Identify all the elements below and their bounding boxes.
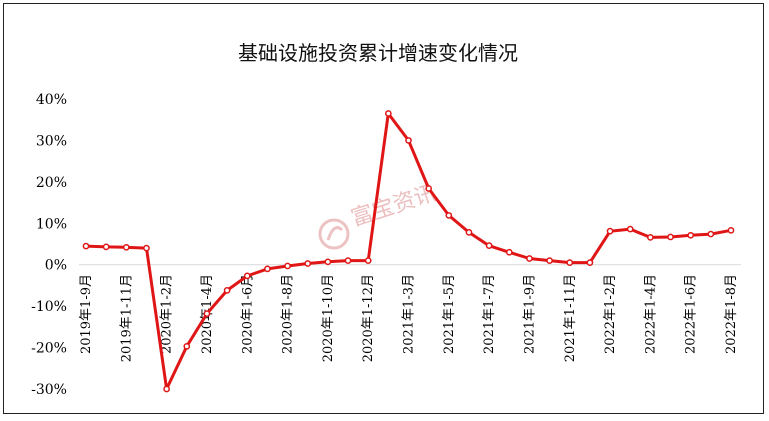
x-axis: 2019年1-9月2019年1-11月2020年1-2月2020年1-4月202…	[79, 274, 739, 362]
data-point	[203, 310, 211, 317]
x-tick-label: 2021年1-11月	[563, 274, 578, 362]
chart-title: 基础设施投资累计增速变化情况	[238, 41, 518, 65]
watermark-logo-icon	[318, 218, 350, 250]
data-point	[82, 242, 90, 250]
data-point	[243, 272, 251, 280]
x-tick-label: 2022年1-2月	[603, 274, 618, 354]
watermark-logo-mark	[326, 226, 344, 241]
data-point	[687, 231, 695, 239]
watermark: 富宝资讯	[318, 181, 440, 250]
data-point	[485, 242, 493, 250]
y-tick-label: -20%	[31, 341, 67, 357]
data-point	[384, 110, 392, 117]
y-axis: -30% -20% -10% 0% 10% 20% 30% 40%	[31, 92, 67, 398]
x-tick-label: 2022年1-4月	[643, 274, 658, 354]
data-point	[163, 385, 170, 393]
data-point	[223, 287, 231, 294]
data-point	[566, 259, 574, 266]
data-point	[707, 230, 715, 238]
data-point	[647, 234, 654, 241]
data-point	[667, 233, 674, 241]
x-tick-label: 2021年1-7月	[482, 274, 497, 354]
y-tick-label: 20%	[36, 175, 67, 191]
data-point	[143, 244, 150, 252]
data-point	[364, 257, 372, 264]
data-point	[344, 257, 352, 264]
y-tick-label: -30%	[31, 382, 67, 398]
data-point	[546, 257, 553, 264]
data-point	[445, 212, 453, 219]
series-markers	[82, 110, 735, 393]
x-tick-label: 2020年1-6月	[240, 274, 255, 354]
data-point	[264, 265, 271, 273]
x-tick-label: 2019年1-9月	[79, 274, 94, 354]
data-point	[526, 255, 533, 262]
y-tick-label: 40%	[36, 92, 67, 108]
y-tick-label: 30%	[36, 133, 67, 149]
data-point	[425, 185, 433, 192]
data-point	[465, 229, 473, 236]
x-tick-label: 2021年1-9月	[522, 274, 537, 354]
line-chart: 基础设施投资累计增速变化情况 富宝资讯 -30% -20% -10% 0% 10% 20%…	[31, 41, 741, 398]
y-tick-label: -10%	[31, 299, 67, 315]
data-point	[324, 258, 332, 266]
data-point	[122, 243, 130, 251]
y-tick-label: 10%	[36, 216, 67, 232]
data-point	[183, 342, 191, 350]
data-point	[102, 243, 110, 251]
x-tick-label: 2020年1-8月	[281, 274, 296, 354]
x-tick-label: 2020年1-10月	[321, 274, 336, 362]
data-point	[606, 227, 614, 235]
data-point	[626, 225, 634, 233]
y-tick-label: 0%	[45, 258, 67, 274]
x-tick-label: 2019年1-11月	[119, 274, 134, 362]
x-tick-label: 2020年1-12月	[361, 274, 376, 362]
chart-frame: 基础设施投资累计增速变化情况 富宝资讯 -30% -20% -10% 0% 10% 20%…	[3, 3, 764, 414]
data-point	[586, 259, 594, 266]
x-tick-label: 2021年1-3月	[402, 274, 417, 354]
data-point	[505, 248, 513, 256]
data-point	[304, 260, 312, 267]
x-tick-label: 2022年1-6月	[684, 274, 699, 354]
data-point	[405, 137, 412, 144]
data-point	[284, 262, 291, 270]
x-tick-label: 2021年1-5月	[442, 274, 457, 354]
x-tick-label: 2020年1-2月	[160, 274, 175, 354]
x-tick-label: 2022年1-8月	[724, 274, 739, 354]
data-point	[727, 226, 735, 234]
